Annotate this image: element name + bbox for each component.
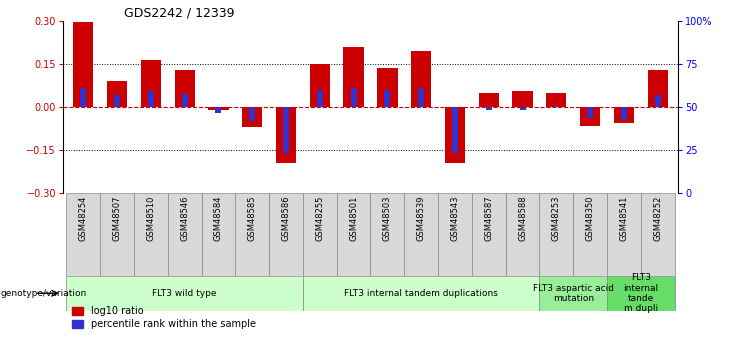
Bar bbox=[242, 107, 262, 127]
Text: GSM48543: GSM48543 bbox=[451, 196, 459, 241]
Bar bbox=[438, 193, 472, 276]
Bar bbox=[141, 60, 161, 107]
Legend: log10 ratio, percentile rank within the sample: log10 ratio, percentile rank within the … bbox=[68, 303, 260, 333]
Bar bbox=[167, 193, 202, 276]
Text: GSM48253: GSM48253 bbox=[552, 196, 561, 241]
Bar bbox=[519, 107, 525, 110]
Bar bbox=[114, 96, 120, 107]
Bar bbox=[249, 107, 255, 121]
Bar bbox=[385, 90, 391, 107]
Text: GSM48586: GSM48586 bbox=[282, 196, 290, 241]
Bar bbox=[269, 193, 303, 276]
Bar bbox=[614, 107, 634, 123]
Bar bbox=[276, 107, 296, 163]
Bar bbox=[505, 193, 539, 276]
Text: GSM48255: GSM48255 bbox=[316, 196, 325, 241]
Bar bbox=[405, 193, 438, 276]
Bar bbox=[546, 92, 567, 107]
Bar bbox=[452, 107, 458, 153]
Bar bbox=[100, 193, 134, 276]
Bar bbox=[216, 107, 222, 113]
Bar bbox=[587, 107, 594, 118]
Bar bbox=[377, 68, 397, 107]
Bar bbox=[336, 193, 370, 276]
Text: GDS2242 / 12339: GDS2242 / 12339 bbox=[124, 7, 235, 20]
Text: GSM48507: GSM48507 bbox=[113, 196, 122, 241]
Text: GSM48501: GSM48501 bbox=[349, 196, 358, 241]
Bar bbox=[303, 276, 539, 310]
Bar bbox=[182, 94, 187, 107]
Bar bbox=[580, 107, 600, 126]
Text: FLT3 wild type: FLT3 wild type bbox=[153, 289, 217, 298]
Bar bbox=[344, 47, 364, 107]
Bar bbox=[607, 276, 674, 310]
Text: FLT3 internal tandem duplications: FLT3 internal tandem duplications bbox=[345, 289, 498, 298]
Text: GSM48546: GSM48546 bbox=[180, 196, 189, 241]
Bar bbox=[283, 107, 289, 153]
Bar bbox=[641, 193, 674, 276]
Bar bbox=[202, 193, 236, 276]
Bar bbox=[445, 107, 465, 163]
Bar bbox=[621, 107, 627, 120]
Bar bbox=[316, 90, 323, 107]
Text: FLT3 aspartic acid
mutation: FLT3 aspartic acid mutation bbox=[533, 284, 614, 303]
Bar bbox=[174, 70, 195, 107]
Bar bbox=[539, 276, 607, 310]
Bar bbox=[655, 96, 661, 107]
Bar bbox=[513, 91, 533, 107]
Text: GSM48503: GSM48503 bbox=[383, 196, 392, 241]
Text: FLT3
internal
tande
m dupli: FLT3 internal tande m dupli bbox=[623, 273, 659, 313]
Bar bbox=[472, 193, 505, 276]
Bar bbox=[208, 107, 228, 110]
Bar bbox=[574, 193, 607, 276]
Bar bbox=[607, 193, 641, 276]
Text: GSM48510: GSM48510 bbox=[146, 196, 156, 241]
Bar bbox=[554, 106, 559, 107]
Bar bbox=[479, 92, 499, 107]
Text: GSM48588: GSM48588 bbox=[518, 196, 527, 241]
Bar bbox=[303, 193, 336, 276]
Bar bbox=[73, 22, 93, 107]
Text: GSM48539: GSM48539 bbox=[416, 196, 425, 241]
Text: GSM48587: GSM48587 bbox=[485, 196, 494, 241]
Bar bbox=[350, 88, 356, 107]
Text: GSM48254: GSM48254 bbox=[79, 196, 87, 241]
Bar bbox=[236, 193, 269, 276]
Bar bbox=[67, 276, 303, 310]
Bar bbox=[411, 51, 431, 107]
Bar bbox=[107, 81, 127, 107]
Bar bbox=[486, 107, 492, 110]
Text: GSM48541: GSM48541 bbox=[619, 196, 628, 241]
Bar bbox=[67, 193, 100, 276]
Bar bbox=[418, 88, 425, 107]
Text: GSM48350: GSM48350 bbox=[585, 196, 595, 241]
Bar bbox=[310, 64, 330, 107]
Bar bbox=[370, 193, 405, 276]
Text: GSM48584: GSM48584 bbox=[214, 196, 223, 241]
Text: genotype/variation: genotype/variation bbox=[1, 289, 87, 298]
Bar bbox=[134, 193, 167, 276]
Bar bbox=[539, 193, 574, 276]
Text: GSM48585: GSM48585 bbox=[247, 196, 256, 241]
Bar bbox=[147, 91, 154, 107]
Bar bbox=[80, 88, 86, 107]
Bar bbox=[648, 70, 668, 107]
Text: GSM48252: GSM48252 bbox=[654, 196, 662, 241]
